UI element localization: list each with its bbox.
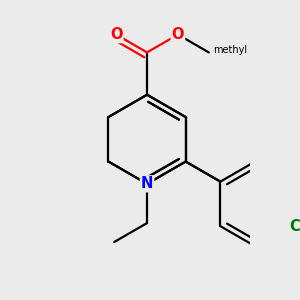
Text: N: N	[141, 176, 153, 191]
Text: O: O	[172, 27, 184, 42]
Text: methyl: methyl	[213, 45, 247, 55]
Text: O: O	[110, 27, 122, 42]
Text: Cl: Cl	[290, 219, 300, 234]
